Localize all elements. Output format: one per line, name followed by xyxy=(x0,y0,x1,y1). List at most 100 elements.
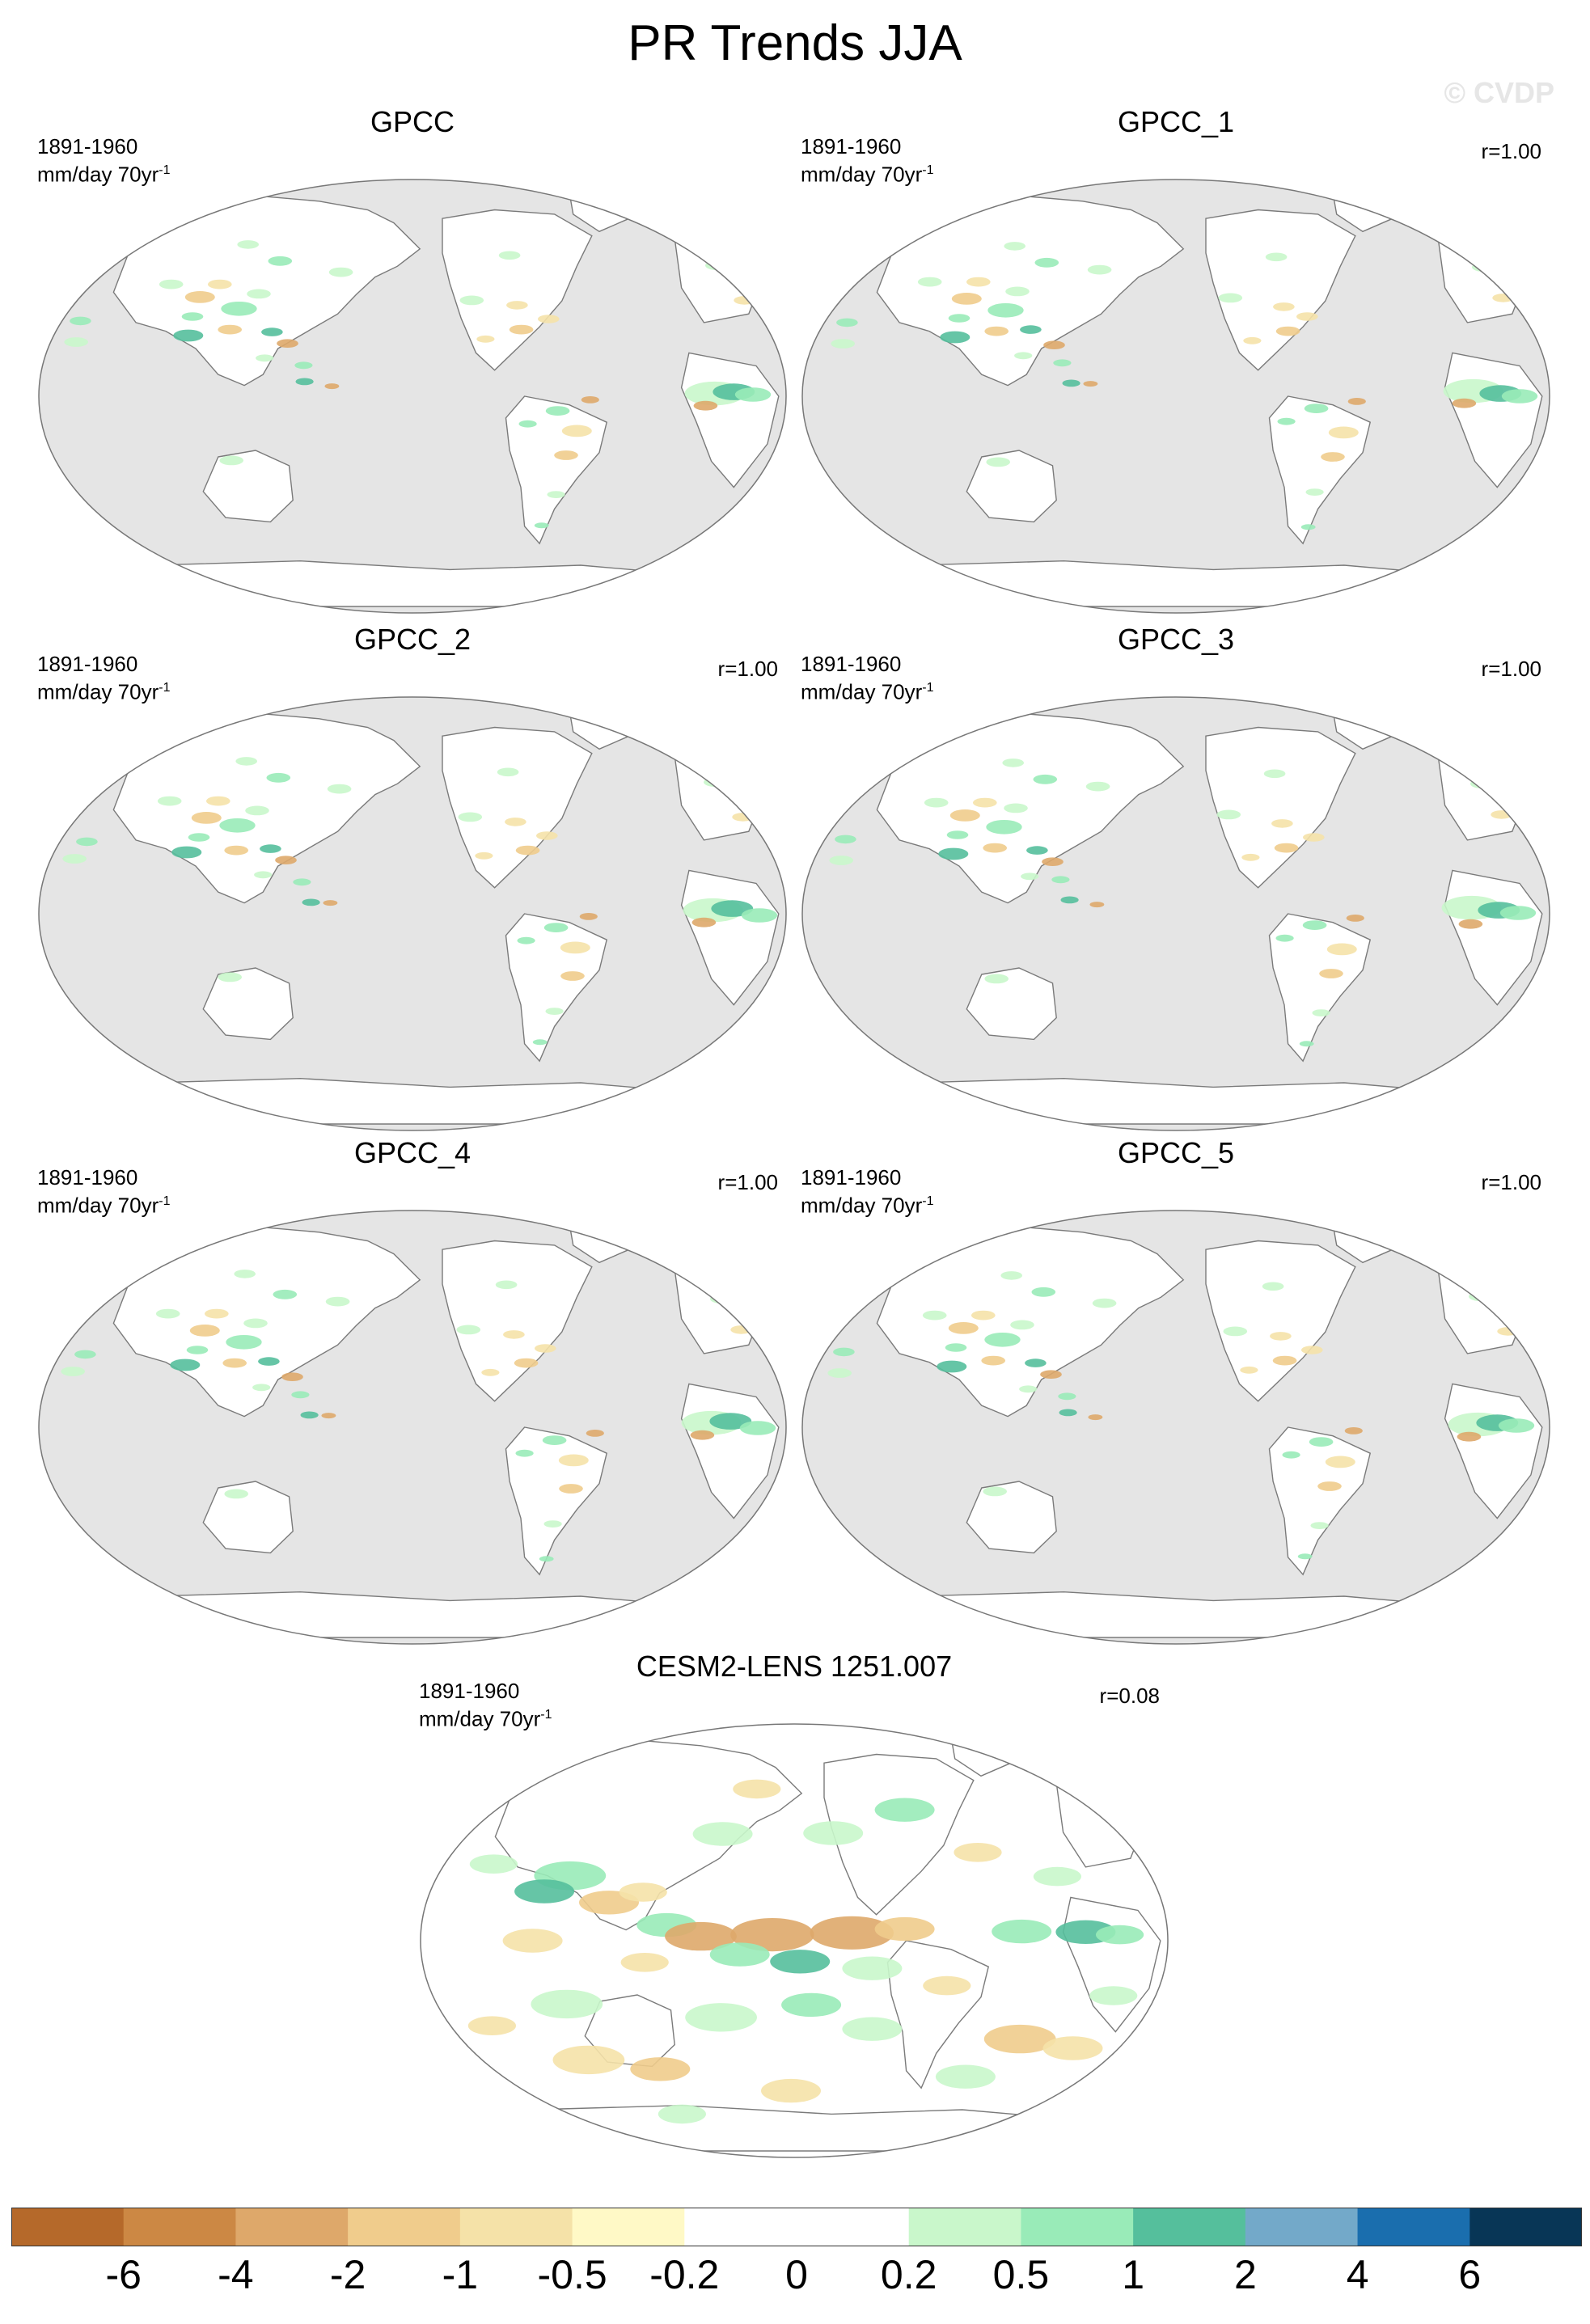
trend-patch xyxy=(1087,264,1112,275)
world-map xyxy=(801,696,1550,1131)
trend-patch xyxy=(1010,1320,1034,1330)
trend-patch xyxy=(741,908,778,923)
trend-patch xyxy=(243,1318,268,1329)
units-label: mm/day 70yr-1 xyxy=(37,1193,171,1218)
period-label: 1891-1960 xyxy=(801,652,902,676)
trend-patch xyxy=(294,361,313,370)
colorbar-swatch xyxy=(1021,2208,1134,2246)
trend-patch xyxy=(693,400,718,411)
trend-patch xyxy=(224,1489,248,1499)
trend-patch xyxy=(256,354,274,362)
colorbar-swatch xyxy=(1469,2208,1582,2246)
world-map xyxy=(38,1210,787,1645)
trend-patch xyxy=(495,1280,518,1290)
trend-patch xyxy=(986,820,1022,835)
trend-patch xyxy=(1243,336,1262,344)
trend-patch xyxy=(685,2003,757,2032)
trend-patch xyxy=(692,1822,753,1846)
map-border xyxy=(38,696,787,1131)
units-label: mm/day 70yr-1 xyxy=(419,1706,552,1731)
trend-patch xyxy=(324,383,340,390)
trend-patch xyxy=(803,1821,864,1845)
colorbar-swatch xyxy=(123,2208,236,2246)
colorbar-tick-label: 0.5 xyxy=(992,2252,1050,2297)
trend-patch xyxy=(1498,1418,1535,1433)
map-border xyxy=(38,1210,787,1645)
trend-patch xyxy=(1344,1427,1363,1435)
trend-patch xyxy=(502,1929,563,1953)
trend-patch xyxy=(739,1421,776,1435)
correlation-label: r=1.00 xyxy=(717,1170,778,1194)
trend-patch xyxy=(732,813,754,822)
world-map xyxy=(420,1723,1169,2158)
panel-title: GPCC_5 xyxy=(1117,1136,1235,1169)
colorbar-tick-label: 4 xyxy=(1346,2252,1369,2297)
continent-namerica xyxy=(442,209,593,371)
colorbar-tick-label: 1 xyxy=(1122,2252,1144,2297)
trend-patch xyxy=(1005,286,1030,297)
trend-patch xyxy=(536,831,558,840)
panel-title: GPCC_1 xyxy=(1117,105,1235,138)
colorbar-swatch xyxy=(235,2208,349,2246)
map-panel-gpcc: GPCC 1891-1960 mm/day 70yr-1 xyxy=(32,105,793,623)
trend-patch xyxy=(189,1325,220,1337)
units-exponent: -1 xyxy=(159,163,171,177)
trend-patch xyxy=(291,1391,310,1399)
colorbar-tick-label: 0 xyxy=(785,2252,808,2297)
trend-patch xyxy=(1216,809,1241,820)
trend-patch xyxy=(1452,398,1477,408)
map-panel-gpcc-3: GPCC_3 1891-1960 mm/day 70yr-1 r=1.00 xyxy=(796,623,1556,1140)
colorbar-tick-label: -1 xyxy=(442,2252,479,2297)
trend-patch xyxy=(554,450,578,460)
trend-patch xyxy=(1265,252,1288,262)
trend-patch xyxy=(268,256,293,266)
world-map xyxy=(38,179,787,614)
trend-patch xyxy=(503,1330,525,1339)
map-border xyxy=(420,1723,1169,2158)
trend-patch xyxy=(498,251,521,260)
trend-patch xyxy=(1033,1866,1081,1887)
trend-patch xyxy=(836,318,858,327)
trend-patch xyxy=(261,327,283,336)
trend-patch xyxy=(1026,846,1048,855)
trend-patch xyxy=(1058,1392,1076,1401)
continent-samerica xyxy=(886,1940,990,2089)
trend-patch xyxy=(191,812,222,824)
trend-patch xyxy=(1271,819,1293,828)
colorbar-tick-label: 2 xyxy=(1233,2252,1257,2297)
trend-patch xyxy=(531,1989,603,2019)
trend-patch xyxy=(70,316,91,326)
units-exponent: -1 xyxy=(922,681,934,695)
trend-patch xyxy=(1273,302,1295,311)
panel-title: GPCC xyxy=(370,105,455,138)
units-label: mm/day 70yr-1 xyxy=(37,162,171,187)
units-exponent: -1 xyxy=(159,1194,171,1208)
trend-patch xyxy=(1325,1456,1355,1468)
trend-patch xyxy=(924,797,949,808)
trend-patch xyxy=(534,522,549,529)
continent-australia xyxy=(966,1481,1057,1554)
panel-title: GPCC_4 xyxy=(353,1136,472,1169)
trend-patch xyxy=(1304,404,1329,413)
trend-patch xyxy=(1263,769,1286,779)
trend-patch xyxy=(1034,257,1059,268)
trend-patch xyxy=(469,1854,518,1874)
trend-patch xyxy=(173,329,204,342)
trend-patch xyxy=(254,871,273,879)
trend-patch xyxy=(459,295,484,306)
period-label: 1891-1960 xyxy=(37,652,138,676)
trend-patch xyxy=(1492,294,1514,302)
trend-patch xyxy=(186,1346,209,1354)
trend-patch xyxy=(842,1956,903,1980)
continent-australia xyxy=(966,450,1057,523)
trend-patch xyxy=(1321,452,1345,462)
trend-patch xyxy=(1328,426,1359,439)
trend-patch xyxy=(935,2064,996,2089)
trend-patch xyxy=(586,1430,604,1437)
trend-patch xyxy=(761,2078,821,2103)
trend-patch xyxy=(966,277,991,287)
colorbar-swatch xyxy=(11,2208,125,2246)
trend-patch xyxy=(981,1355,1005,1366)
world-map xyxy=(801,1210,1550,1645)
trend-patch xyxy=(74,1350,96,1359)
